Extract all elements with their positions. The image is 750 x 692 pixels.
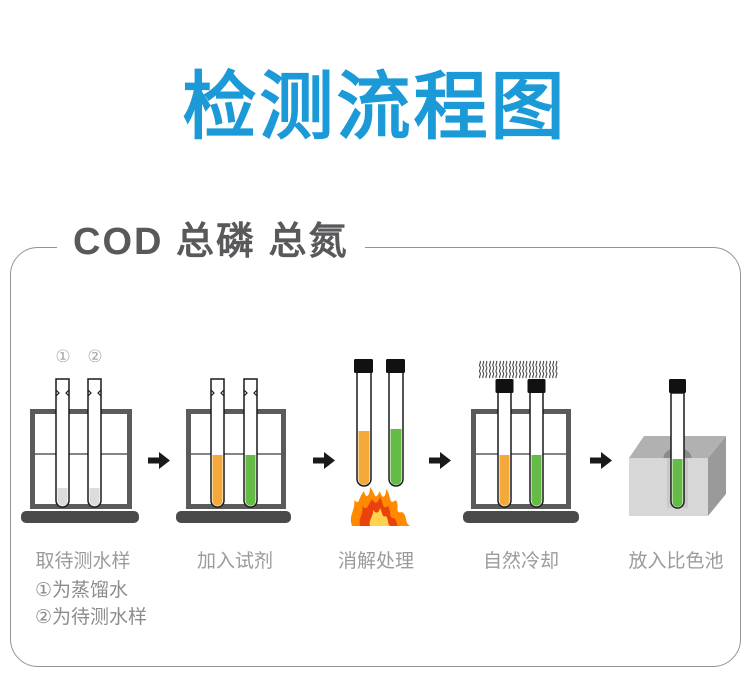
- arrow-shape: [429, 452, 451, 469]
- step-label-digestion: 消解处理: [337, 551, 415, 572]
- steam-icon: [479, 361, 556, 378]
- tube-cap: [527, 379, 546, 393]
- arrow-right-icon: [590, 452, 612, 469]
- green-reagent-liquid: [672, 459, 683, 507]
- tube-rim-notches: [210, 389, 258, 397]
- page-title: 检测流程图: [182, 65, 568, 148]
- step-label-cooling: 自然冷却: [482, 551, 560, 572]
- tube-cap: [386, 359, 405, 373]
- tubes-over-flame-icon: [350, 359, 410, 526]
- orange-reagent-liquid: [499, 455, 510, 506]
- step-label-colorimetric: 放入比色池: [628, 551, 724, 572]
- tube-cap: [354, 359, 373, 373]
- test-tube: [55, 378, 70, 508]
- test-tube: [87, 378, 102, 508]
- arrow-shape: [148, 452, 170, 469]
- orange-reagent-liquid: [358, 431, 370, 485]
- rack-frame: [30, 409, 132, 509]
- colorimetric-cell-icon: [629, 379, 726, 516]
- green-reagent-liquid: [245, 455, 256, 506]
- tube-rim-notches: [55, 389, 102, 397]
- rack-frame: [471, 409, 571, 509]
- rack-frame: [186, 409, 286, 509]
- rack-base: [463, 511, 579, 523]
- rack-base: [21, 511, 139, 523]
- tube2-marker: ②: [87, 347, 103, 366]
- footnotes: ①为蒸馏水 ②为待测水样: [35, 577, 147, 631]
- arrow-right-icon: [429, 452, 451, 469]
- arrow-right-icon: [148, 452, 170, 469]
- green-reagent-liquid: [531, 455, 542, 506]
- footnote-distilled-water: ①为蒸馏水: [35, 580, 129, 601]
- tube-cap: [669, 379, 686, 393]
- process-panel: COD 总磷 总氮 ① ②: [10, 220, 741, 667]
- footnote-sample-water: ②为待测水样: [35, 607, 148, 628]
- tube-cap: [495, 379, 514, 393]
- orange-reagent-liquid: [212, 455, 223, 506]
- flame-icon: [350, 487, 410, 526]
- reagent-rack-icon: [176, 378, 291, 523]
- cooling-rack-steam-icon: [463, 345, 579, 523]
- section-heading: COD 总磷 总氮: [57, 220, 365, 264]
- arrow-right-icon: [313, 452, 335, 469]
- sample-water-liquid: [89, 488, 100, 506]
- rack-base: [176, 511, 291, 523]
- step-label-reagent: 加入试剂: [196, 551, 274, 572]
- step-label-sample: 取待测水样: [35, 551, 131, 572]
- cell-side-face: [708, 436, 726, 516]
- arrow-shape: [313, 452, 335, 469]
- green-reagent-liquid: [390, 429, 402, 485]
- distilled-water-liquid: [57, 488, 68, 506]
- tube1-marker: ①: [55, 347, 71, 366]
- arrow-shape: [590, 452, 612, 469]
- sample-rack-icon: [21, 378, 139, 523]
